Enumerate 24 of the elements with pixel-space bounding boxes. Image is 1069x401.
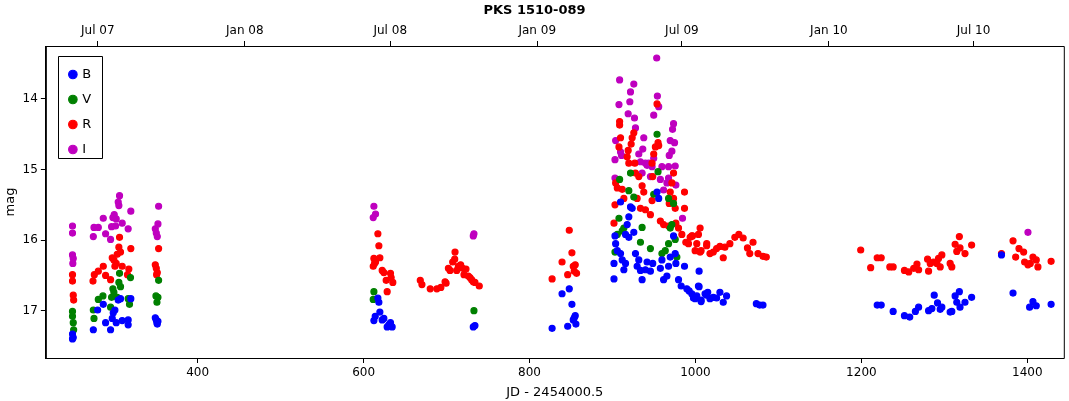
legend-label: V bbox=[82, 90, 92, 106]
x2-tick-label: Jan 08 bbox=[225, 22, 264, 37]
x2-tick-label: Jul 09 bbox=[664, 22, 699, 37]
x-tick-label: 1400 bbox=[1012, 365, 1043, 380]
y-tick-label: 17 bbox=[22, 302, 38, 317]
legend-label: R bbox=[82, 115, 92, 131]
x-tick-label: 1000 bbox=[680, 365, 711, 380]
legend-label: B bbox=[82, 65, 92, 81]
y-axis-title: mag bbox=[2, 187, 18, 217]
x2-tick-label: Jul 10 bbox=[955, 22, 991, 37]
y-tick-label: 15 bbox=[22, 161, 38, 176]
x2-tick-label: Jan 09 bbox=[517, 22, 557, 37]
x-tick-label: 400 bbox=[186, 365, 210, 380]
x2-tick-label: Jul 07 bbox=[80, 22, 115, 37]
y-tick-label: 16 bbox=[22, 232, 38, 247]
x-tick-label: 600 bbox=[352, 365, 376, 380]
y-tick-label: 14 bbox=[22, 91, 38, 106]
legend-label: I bbox=[82, 140, 87, 156]
chart-title: PKS 1510-089 bbox=[483, 2, 586, 18]
x-tick-label: 1200 bbox=[846, 365, 877, 380]
x-axis-title: JD - 2454000.5 bbox=[505, 383, 604, 399]
x2-tick-label: Jul 08 bbox=[372, 22, 408, 37]
x-tick-label: 800 bbox=[518, 365, 541, 380]
x2-tick-label: Jan 10 bbox=[809, 22, 848, 37]
